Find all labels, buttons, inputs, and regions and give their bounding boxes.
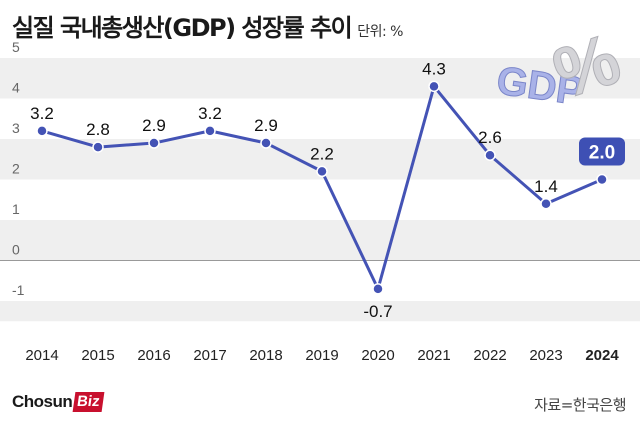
grid-band bbox=[0, 301, 640, 322]
x-tick-label: 2017 bbox=[193, 347, 226, 364]
data-point bbox=[428, 80, 440, 93]
y-tick-label: 5 bbox=[12, 39, 20, 55]
x-tick-label: 2019 bbox=[305, 347, 338, 364]
chart-title: 실질 국내총생산(GDP) 성장률 추이 bbox=[12, 14, 353, 42]
chart-header: 실질 국내총생산(GDP) 성장률 추이 단위: % bbox=[12, 8, 403, 43]
unit-label: 단위: % bbox=[357, 24, 403, 40]
y-tick-label: 4 bbox=[12, 80, 20, 96]
data-point bbox=[260, 137, 272, 149]
x-tick-label: 2022 bbox=[473, 347, 506, 364]
x-tick-label: 2020 bbox=[361, 347, 394, 364]
x-tick-label: 2024 bbox=[585, 347, 619, 364]
grid-band bbox=[0, 220, 640, 261]
x-tick-label: 2014 bbox=[25, 347, 58, 364]
logo-biz: Biz bbox=[72, 392, 105, 412]
chosunbiz-logo: Chosun Biz bbox=[12, 392, 105, 412]
data-label: -0.7 bbox=[363, 302, 392, 321]
data-label: 1.4 bbox=[534, 177, 558, 196]
data-label: 2.2 bbox=[310, 144, 334, 163]
y-tick-label: 3 bbox=[12, 120, 20, 136]
highlight-data-label: 2.0 bbox=[589, 143, 615, 164]
logo-chosun: Chosun bbox=[12, 392, 73, 411]
data-point bbox=[596, 173, 608, 186]
data-points bbox=[36, 80, 608, 295]
data-label: 2.8 bbox=[86, 120, 110, 139]
data-label: 2.9 bbox=[254, 116, 278, 135]
data-label: 3.2 bbox=[198, 104, 222, 123]
y-tick-label: 2 bbox=[12, 161, 20, 177]
x-tick-label: 2023 bbox=[529, 347, 562, 364]
data-label: 2.6 bbox=[478, 128, 502, 147]
x-tick-label: 2021 bbox=[417, 347, 450, 364]
data-point bbox=[92, 141, 104, 153]
x-tick-label: 2015 bbox=[81, 347, 114, 364]
data-labels: 3.2 2.8 2.9 3.2 2.9 2.2 -0.7 4.3 2.6 1.4 2.0 bbox=[30, 59, 625, 321]
x-tick-label: 2016 bbox=[137, 347, 170, 364]
x-axis-ticks: 2014 2015 2016 2017 2018 2019 2020 2021 2022 2023… bbox=[25, 347, 619, 364]
grid-bands bbox=[0, 58, 640, 322]
grid-band bbox=[0, 58, 640, 99]
data-point bbox=[36, 125, 48, 137]
source-note: 자료=한국은행 bbox=[534, 396, 626, 414]
y-axis-ticks: 5 4 3 2 1 0 -1 bbox=[12, 39, 25, 298]
highlight-label-box bbox=[579, 137, 625, 166]
y-tick-label: -1 bbox=[12, 282, 25, 298]
data-point bbox=[372, 283, 384, 295]
data-point bbox=[540, 198, 552, 210]
y-tick-label: 0 bbox=[12, 242, 20, 258]
data-point bbox=[484, 149, 496, 161]
y-tick-label: 1 bbox=[12, 201, 20, 217]
data-label: 3.2 bbox=[30, 104, 54, 123]
data-label: 4.3 bbox=[422, 59, 446, 78]
data-label: 2.9 bbox=[142, 116, 166, 135]
data-point bbox=[148, 137, 160, 149]
data-point bbox=[204, 125, 216, 137]
x-tick-label: 2018 bbox=[249, 347, 282, 364]
data-point bbox=[316, 165, 328, 178]
gdp-percent-decoration: GDP % bbox=[493, 18, 630, 115]
